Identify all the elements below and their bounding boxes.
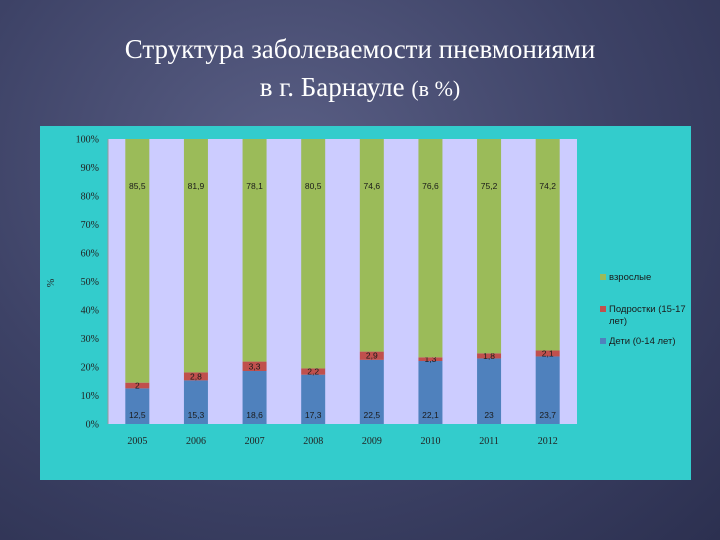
chart-panel: 0% 10% 20% 30% 40% 50% 60% 70% 80% 90% 100%% 12,5 2 8… <box>40 126 691 480</box>
data-label-2009-series-3: 74,6 <box>364 181 381 191</box>
bar-2008-series-3 <box>301 139 326 369</box>
data-label-2011-series-1: 23 <box>484 410 494 420</box>
x-tick-label: 2006 <box>186 436 206 447</box>
data-label-2012-series-2: 2,1 <box>542 348 554 358</box>
data-label-2012-series-1: 23,7 <box>539 410 556 420</box>
y-tick-label: 20% <box>81 363 99 374</box>
legend-label: взрослые <box>609 272 651 283</box>
data-label-2006-series-1: 15,3 <box>188 410 205 420</box>
plot-area <box>108 139 577 424</box>
y-tick-label: 50% <box>81 277 99 288</box>
data-label-2009-series-1: 22,5 <box>364 410 381 420</box>
legend-swatch <box>600 306 606 312</box>
y-tick-label: 40% <box>81 306 99 317</box>
title-line-2-text: в г. Барнауле <box>259 72 405 102</box>
bar-2005-series-2 <box>125 382 150 389</box>
bar-2011-series-1 <box>477 358 502 424</box>
data-label-2010-series-3: 76,6 <box>422 181 439 191</box>
data-label-2006-series-3: 81,9 <box>188 181 205 191</box>
bar-2005-series-3 <box>125 139 150 383</box>
data-label-2008-series-1: 17,3 <box>305 410 322 420</box>
legend-swatch <box>600 338 606 344</box>
data-label-2005-series-1: 12,5 <box>129 410 146 420</box>
data-label-2012-series-3: 74,2 <box>539 181 556 191</box>
bar-2007-series-1 <box>242 370 267 424</box>
bar-2007-series-3 <box>242 139 267 362</box>
bar-2010-series-2 <box>418 357 443 362</box>
x-tick-label: 2009 <box>362 436 382 447</box>
slide-title: Структура заболеваемости пневмониями в г… <box>60 30 660 108</box>
y-axis-title: % <box>46 279 57 287</box>
y-tick-label: 60% <box>81 249 99 260</box>
bar-2006-series-1 <box>183 380 208 424</box>
bar-2011-series-3 <box>477 139 502 354</box>
title-line-2: в г. Барнауле (в %) <box>60 68 660 108</box>
legend-label: Дети (0-14 лет) <box>609 336 676 347</box>
x-tick-label: 2012 <box>538 436 558 447</box>
data-label-2010-series-2: 1,3 <box>425 354 437 364</box>
data-label-2010-series-1: 22,1 <box>422 410 439 420</box>
x-tick-label: 2007 <box>245 436 265 447</box>
y-tick-label: 100% <box>76 135 99 146</box>
y-tick-label: 70% <box>81 220 99 231</box>
title-line-1: Структура заболеваемости пневмониями <box>124 34 596 64</box>
x-tick-label: 2005 <box>127 436 147 447</box>
data-label-2005-series-2: 2 <box>135 381 140 391</box>
x-tick-label: 2011 <box>479 436 499 447</box>
stacked-bar-chart: 0% 10% 20% 30% 40% 50% 60% 70% 80% 90% 100%% 12,5 2 8… <box>46 135 686 448</box>
data-label-2009-series-2: 2,9 <box>366 351 378 361</box>
bar-2008-series-1 <box>301 374 326 424</box>
bar-2011-series-2 <box>477 353 502 359</box>
bar-2006-series-2 <box>183 372 208 381</box>
data-label-2005-series-3: 85,5 <box>129 181 146 191</box>
bar-2009-series-2 <box>359 351 384 360</box>
x-tick-label: 2010 <box>420 436 440 447</box>
bar-2012-series-1 <box>535 356 560 424</box>
bar-2010-series-1 <box>418 361 443 424</box>
bar-2008-series-2 <box>301 368 326 375</box>
y-tick-label: 0% <box>86 420 99 431</box>
data-label-2008-series-2: 2,2 <box>307 367 319 377</box>
data-label-2011-series-3: 75,2 <box>481 181 498 191</box>
data-label-2007-series-1: 18,6 <box>246 410 263 420</box>
y-tick-label: 10% <box>81 391 99 402</box>
data-label-2011-series-2: 1,8 <box>483 351 495 361</box>
bar-2007-series-2 <box>242 361 267 371</box>
y-tick-label: 30% <box>81 334 99 345</box>
bar-2012-series-2 <box>535 350 560 357</box>
x-tick-label: 2008 <box>303 436 323 447</box>
data-label-2008-series-3: 80,5 <box>305 181 322 191</box>
legend-swatch <box>600 274 606 280</box>
legend-label: Подростки (15-17 лет) <box>609 304 686 327</box>
y-tick-label: 80% <box>81 192 99 203</box>
bar-2005-series-1 <box>125 388 150 424</box>
y-tick-label: 90% <box>81 163 99 174</box>
data-label-2007-series-2: 3,3 <box>249 361 261 371</box>
bar-2010-series-3 <box>418 139 443 358</box>
title-unit: (в %) <box>411 76 461 101</box>
bar-2006-series-3 <box>183 139 208 373</box>
data-label-2007-series-3: 78,1 <box>246 181 263 191</box>
data-label-2006-series-2: 2,8 <box>190 371 202 381</box>
bar-2012-series-3 <box>535 139 560 351</box>
bar-2009-series-3 <box>359 139 384 352</box>
bar-2009-series-1 <box>359 359 384 424</box>
